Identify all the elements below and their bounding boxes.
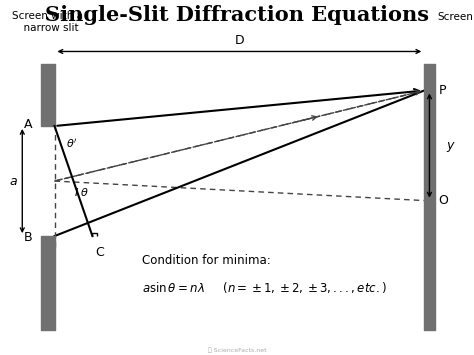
Text: Screen with a: Screen with a	[12, 11, 83, 21]
Text: Ⓢ ScienceFacts.net: Ⓢ ScienceFacts.net	[208, 348, 266, 353]
Text: y: y	[447, 139, 454, 152]
Text: O: O	[438, 194, 448, 207]
Text: $a \sin\theta = n\lambda$     $(n = \pm1, \pm2, \pm3, ..., etc.)$: $a \sin\theta = n\lambda$ $(n = \pm1, \p…	[142, 280, 387, 295]
Text: a: a	[10, 175, 18, 187]
Text: D: D	[235, 34, 244, 47]
Text: P: P	[438, 84, 446, 97]
Text: B: B	[24, 231, 33, 244]
Text: Single-Slit Diffraction Equations: Single-Slit Diffraction Equations	[45, 5, 429, 25]
Text: narrow slit: narrow slit	[17, 23, 79, 33]
Text: A: A	[24, 118, 33, 131]
Text: C: C	[95, 246, 103, 259]
Text: $\mathit{I}\ \theta$: $\mathit{I}\ \theta$	[74, 186, 90, 198]
Text: $\theta'$: $\theta'$	[66, 137, 78, 150]
Text: Condition for minima:: Condition for minima:	[142, 254, 271, 267]
Text: Screen: Screen	[437, 12, 473, 22]
